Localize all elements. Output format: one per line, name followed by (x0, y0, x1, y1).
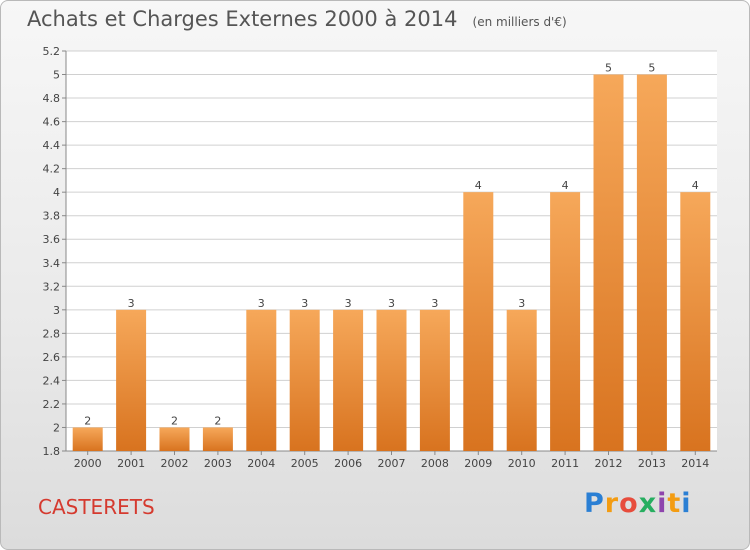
logo-letter: i (657, 488, 668, 519)
x-tick-label: 2003 (204, 457, 232, 470)
x-tick-label: 2000 (74, 457, 102, 470)
bar (463, 192, 494, 452)
y-tick-label: 4 (53, 186, 60, 199)
bar-value-label: 4 (475, 179, 482, 192)
bar-value-label: 5 (648, 62, 655, 75)
y-tick-label: 2 (53, 421, 60, 434)
y-tick-label: 1.8 (43, 445, 61, 458)
y-tick-label: 2.2 (43, 398, 61, 411)
bar (593, 74, 624, 451)
x-tick-label: 2004 (247, 457, 275, 470)
x-tick-label: 2010 (508, 457, 536, 470)
chart-title-block: Achats et Charges Externes 2000 à 2014 (… (27, 7, 567, 31)
logo-letter: i (681, 488, 692, 519)
y-tick-label: 5.2 (43, 45, 61, 58)
bar-value-label: 2 (171, 414, 178, 427)
bar (636, 74, 667, 451)
logo-letter: x (638, 488, 658, 519)
y-tick-label: 3.2 (43, 280, 61, 293)
x-tick-label: 2009 (464, 457, 492, 470)
bar-value-label: 3 (301, 297, 308, 310)
y-tick-label: 4.8 (43, 92, 61, 105)
bar (116, 309, 147, 451)
y-tick-label: 4.6 (43, 116, 61, 129)
y-tick-label: 3.8 (43, 210, 61, 223)
bar (680, 192, 711, 452)
bar-value-label: 3 (431, 297, 438, 310)
x-tick-label: 2011 (551, 457, 579, 470)
y-tick-label: 3.4 (43, 257, 61, 270)
bar-value-label: 4 (562, 179, 569, 192)
bar-value-label: 4 (692, 179, 699, 192)
bar (289, 309, 320, 451)
x-tick-label: 2014 (681, 457, 709, 470)
bar (159, 427, 190, 451)
proxiti-logo[interactable]: Proxiti (584, 488, 692, 519)
logo-letter: t (667, 488, 682, 519)
bar-value-label: 3 (345, 297, 352, 310)
bar-value-label: 3 (128, 297, 135, 310)
bar-value-label: 2 (84, 414, 91, 427)
chart-unit: (en milliers d'€) (472, 15, 567, 29)
chart-title: Achats et Charges Externes 2000 à 2014 (27, 7, 458, 31)
x-tick-label: 2001 (117, 457, 145, 470)
y-tick-label: 4.4 (43, 139, 61, 152)
y-tick-label: 2.8 (43, 327, 61, 340)
bar (376, 309, 407, 451)
logo-letter: r (604, 488, 620, 519)
bar (246, 309, 277, 451)
y-tick-label: 2.4 (43, 374, 61, 387)
bar-value-label: 5 (605, 62, 612, 75)
x-tick-label: 2012 (595, 457, 623, 470)
bar (202, 427, 233, 451)
logo-letter: o (619, 488, 639, 519)
x-tick-label: 2013 (638, 457, 666, 470)
bar-value-label: 3 (518, 297, 525, 310)
bar-value-label: 3 (388, 297, 395, 310)
bar (72, 427, 103, 451)
bar-value-label: 3 (258, 297, 265, 310)
bar (506, 309, 537, 451)
y-tick-label: 2.6 (43, 351, 61, 364)
y-tick-label: 5 (53, 69, 60, 82)
logo-letter: P (584, 488, 605, 519)
commune-name: CASTERETS (38, 495, 155, 519)
x-tick-label: 2008 (421, 457, 449, 470)
x-tick-label: 2002 (161, 457, 189, 470)
y-tick-label: 3 (53, 304, 60, 317)
x-tick-label: 2007 (378, 457, 406, 470)
bar (333, 309, 364, 451)
bar-value-label: 2 (214, 414, 221, 427)
bar (550, 192, 581, 452)
x-tick-label: 2006 (334, 457, 362, 470)
x-tick-label: 2005 (291, 457, 319, 470)
y-tick-label: 4.2 (43, 163, 61, 176)
bar (419, 309, 450, 451)
y-tick-label: 3.6 (43, 233, 61, 246)
